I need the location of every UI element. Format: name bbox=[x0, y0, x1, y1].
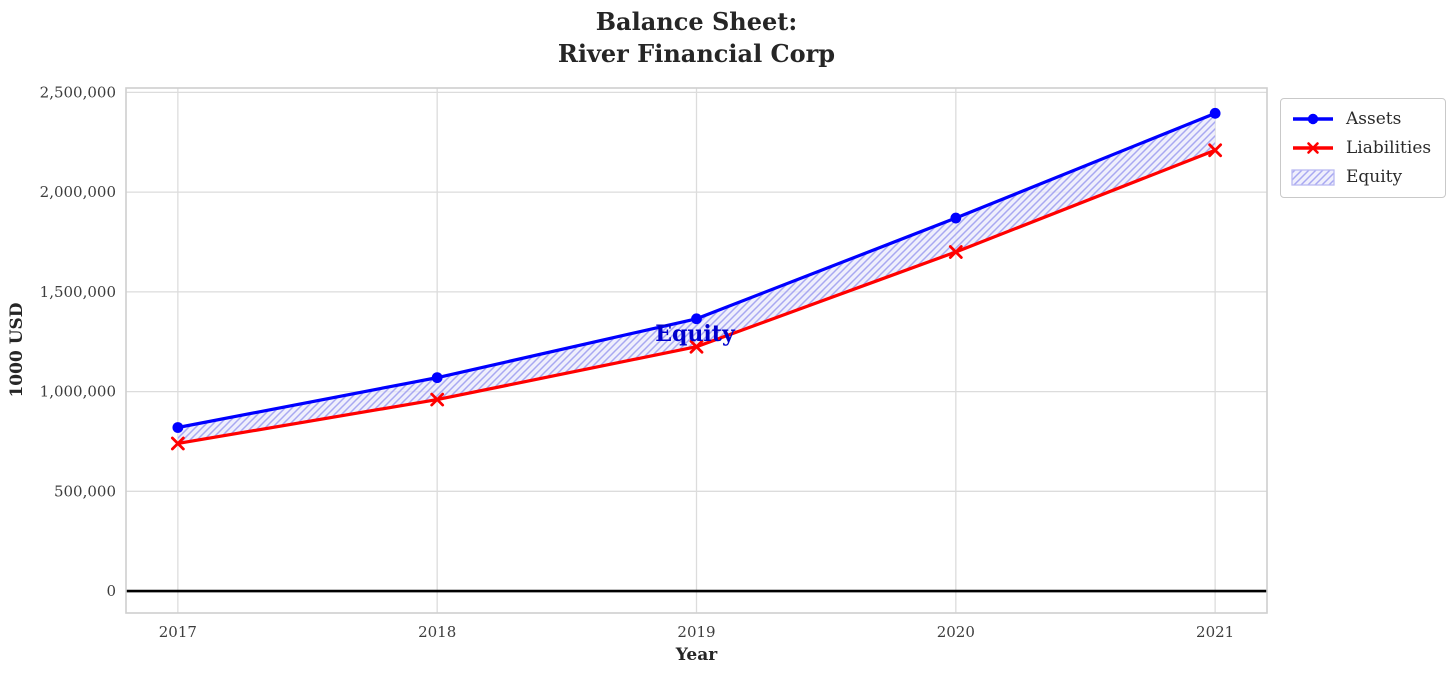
chart-title: Balance Sheet: River Financial Corp bbox=[126, 6, 1267, 70]
liabilities-marker bbox=[170, 436, 185, 451]
liabilities-marker bbox=[948, 245, 963, 259]
liabilities-marker bbox=[689, 339, 704, 354]
equity-annotation: Equity bbox=[655, 321, 735, 347]
legend-item-equity: Equity bbox=[1291, 167, 1431, 187]
x-tick-label: 2017 bbox=[159, 623, 197, 641]
assets-marker bbox=[1209, 107, 1221, 119]
x-tick-label: 2019 bbox=[677, 623, 715, 641]
legend-item-liabilities: Liabilities bbox=[1291, 138, 1431, 158]
chart-title-line2: River Financial Corp bbox=[557, 39, 836, 68]
liabilities-marker bbox=[1208, 143, 1223, 158]
liabilities-legend-swatch-icon bbox=[1293, 142, 1333, 154]
y-tick-label: 2,500,000 bbox=[40, 83, 116, 101]
chart-title-line1: Balance Sheet: bbox=[595, 7, 798, 36]
y-tick-label: 500,000 bbox=[54, 482, 116, 500]
legend: Assets Liabilities Equity bbox=[1280, 98, 1447, 198]
x-tick-label: 2021 bbox=[1196, 623, 1234, 641]
legend-label: Liabilities bbox=[1346, 138, 1432, 158]
y-tick-label: 0 bbox=[106, 582, 116, 600]
x-axis-label: Year bbox=[675, 645, 718, 665]
x-tick-label: 2020 bbox=[937, 623, 975, 641]
legend-label: Equity bbox=[1346, 167, 1403, 187]
plot-border bbox=[125, 87, 1268, 614]
assets-legend-swatch-icon bbox=[1293, 113, 1333, 125]
assets-marker bbox=[172, 422, 184, 433]
assets-marker bbox=[950, 212, 962, 224]
y-tick-label: 1,500,000 bbox=[40, 283, 116, 301]
assets-marker bbox=[691, 313, 702, 325]
x-tick-label: 2018 bbox=[418, 623, 456, 641]
equity-legend-swatch-icon bbox=[1291, 169, 1335, 186]
legend-label: Assets bbox=[1346, 109, 1402, 129]
y-axis-label: 1000 USD bbox=[7, 302, 27, 398]
legend-item-assets: Assets bbox=[1291, 109, 1431, 129]
y-tick-label: 1,000,000 bbox=[40, 383, 116, 401]
equity-area bbox=[177, 113, 1216, 444]
assets-marker bbox=[431, 372, 443, 384]
y-tick-label: 2,000,000 bbox=[40, 183, 116, 201]
liabilities-marker bbox=[430, 392, 445, 407]
